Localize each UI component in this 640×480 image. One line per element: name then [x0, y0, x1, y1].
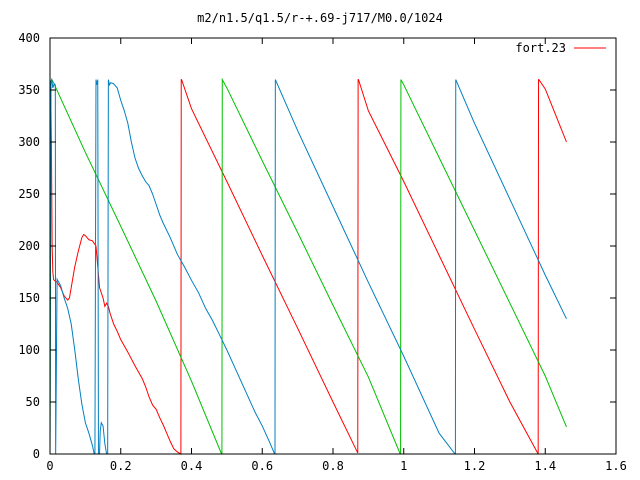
x-tick-label: 1: [400, 459, 407, 473]
x-tick-label: 0: [46, 459, 53, 473]
y-tick-label: 300: [18, 135, 40, 149]
x-tick-label: 1.2: [464, 459, 486, 473]
y-tick-label: 150: [18, 291, 40, 305]
axes-layer: 0 0.2 0.4 0.6 0.8 1 1.2 1.4 1.6 0 50 100 150 200 250 30…: [18, 31, 627, 473]
y-tick-label: 0: [33, 447, 40, 461]
series-line-1: [49, 79, 567, 455]
x-tick-label: 1.4: [534, 459, 556, 473]
legend-label: fort.23: [515, 41, 566, 55]
x-tick-label: 0.6: [251, 459, 273, 473]
chart-title: m2/n1.5/q1.5/r-+.69-j717/M0.0/1024: [197, 11, 443, 25]
y-tick-label: 250: [18, 187, 40, 201]
x-tick-label: 0.2: [110, 459, 132, 473]
series-line-2: [49, 77, 567, 455]
y-tick-label: 50: [26, 395, 40, 409]
x-tick-label: 1.6: [605, 459, 627, 473]
x-tick-label: 0.4: [181, 459, 203, 473]
y-tick-label: 200: [18, 239, 40, 253]
legend: fort.23: [515, 41, 606, 55]
x-tick-label: 0.8: [322, 459, 344, 473]
y-tick-label: 400: [18, 31, 40, 45]
y-tick-label: 350: [18, 83, 40, 97]
y-tick-label: 100: [18, 343, 40, 357]
